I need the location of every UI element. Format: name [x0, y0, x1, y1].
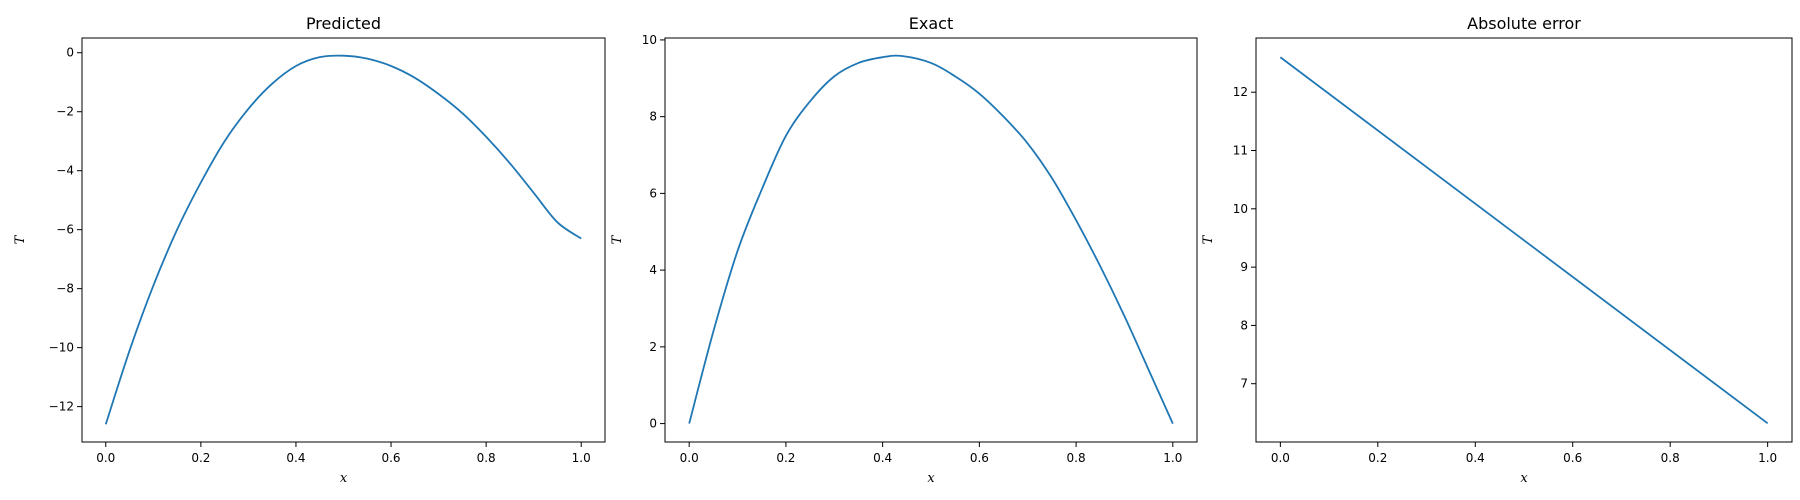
- y-tick-label: 11: [1233, 144, 1248, 158]
- plot-frame: [1255, 37, 1793, 443]
- y-axis-label: T: [13, 234, 28, 244]
- y-tick-label: 0: [649, 417, 657, 431]
- plot-frame: [664, 37, 1198, 443]
- x-tick-label: 0.2: [1368, 451, 1387, 465]
- y-tick-label: −6: [56, 223, 74, 237]
- y-tick-label: 0: [66, 46, 74, 60]
- chart-title: Absolute error: [1467, 14, 1581, 33]
- y-tick-label: −12: [49, 400, 74, 414]
- x-tick-label: 0.8: [1661, 451, 1680, 465]
- y-tick-label: 12: [1233, 85, 1248, 99]
- x-tick-label: 0.8: [477, 451, 496, 465]
- y-tick-label: −8: [56, 282, 74, 296]
- subplot-3: Absolute error 0.0 0.2 0.4 0.6 0.8 1.0 7 8 9 10 11 1…: [1201, 14, 1793, 486]
- y-tick-label: 10: [1233, 202, 1248, 216]
- x-axis-label: x: [1520, 471, 1528, 486]
- x-tick-label: 1.0: [1758, 451, 1777, 465]
- x-tick-label: 1.0: [1163, 451, 1182, 465]
- subplot-1: Predicted 0.0 0.2 0.4 0.6 0.8 1.0 −12 −10 −8 −6 −4 −…: [13, 14, 606, 486]
- x-tick-label: 0.6: [970, 451, 989, 465]
- x-tick-label: 0.6: [1563, 451, 1582, 465]
- x-tick-label: 0.4: [286, 451, 305, 465]
- x-axis-label: x: [927, 471, 935, 486]
- x-tick-label: 0.6: [381, 451, 400, 465]
- y-tick-label: 6: [649, 186, 657, 200]
- y-axis-label: T: [1201, 234, 1216, 244]
- y-tick-label: 7: [1240, 377, 1248, 391]
- x-tick-label: 0.8: [1067, 451, 1086, 465]
- y-axis-label: T: [610, 234, 625, 244]
- y-tick-label: −10: [49, 341, 74, 355]
- y-tick-label: 8: [649, 110, 657, 124]
- y-tick-label: 9: [1240, 260, 1248, 274]
- series-line: [1279, 56, 1769, 425]
- y-tick-label: −4: [56, 164, 74, 178]
- chart-title: Predicted: [306, 14, 381, 33]
- y-tick-label: 4: [649, 263, 657, 277]
- x-tick-label: 1.0: [572, 451, 591, 465]
- x-tick-label: 0.0: [96, 451, 115, 465]
- x-tick-label: 0.2: [776, 451, 795, 465]
- plot-frame: [81, 37, 606, 443]
- x-tick-label: 0.4: [873, 451, 892, 465]
- series-line: [104, 54, 582, 425]
- y-tick-label: 2: [649, 340, 657, 354]
- y-tick-label: −2: [56, 105, 74, 119]
- x-tick-label: 0.4: [1466, 451, 1485, 465]
- x-tick-label: 0.0: [680, 451, 699, 465]
- x-tick-label: 0.2: [191, 451, 210, 465]
- x-axis-label: x: [340, 471, 348, 486]
- y-tick-label: 10: [642, 33, 657, 47]
- y-tick-label: 8: [1240, 318, 1248, 332]
- x-tick-label: 0.0: [1271, 451, 1290, 465]
- series-line: [688, 54, 1174, 424]
- subplot-2: Exact 0.0 0.2 0.4 0.6 0.8 1.0 0 2 4 6 8 10 x T: [610, 14, 1198, 486]
- chart-title: Exact: [909, 14, 953, 33]
